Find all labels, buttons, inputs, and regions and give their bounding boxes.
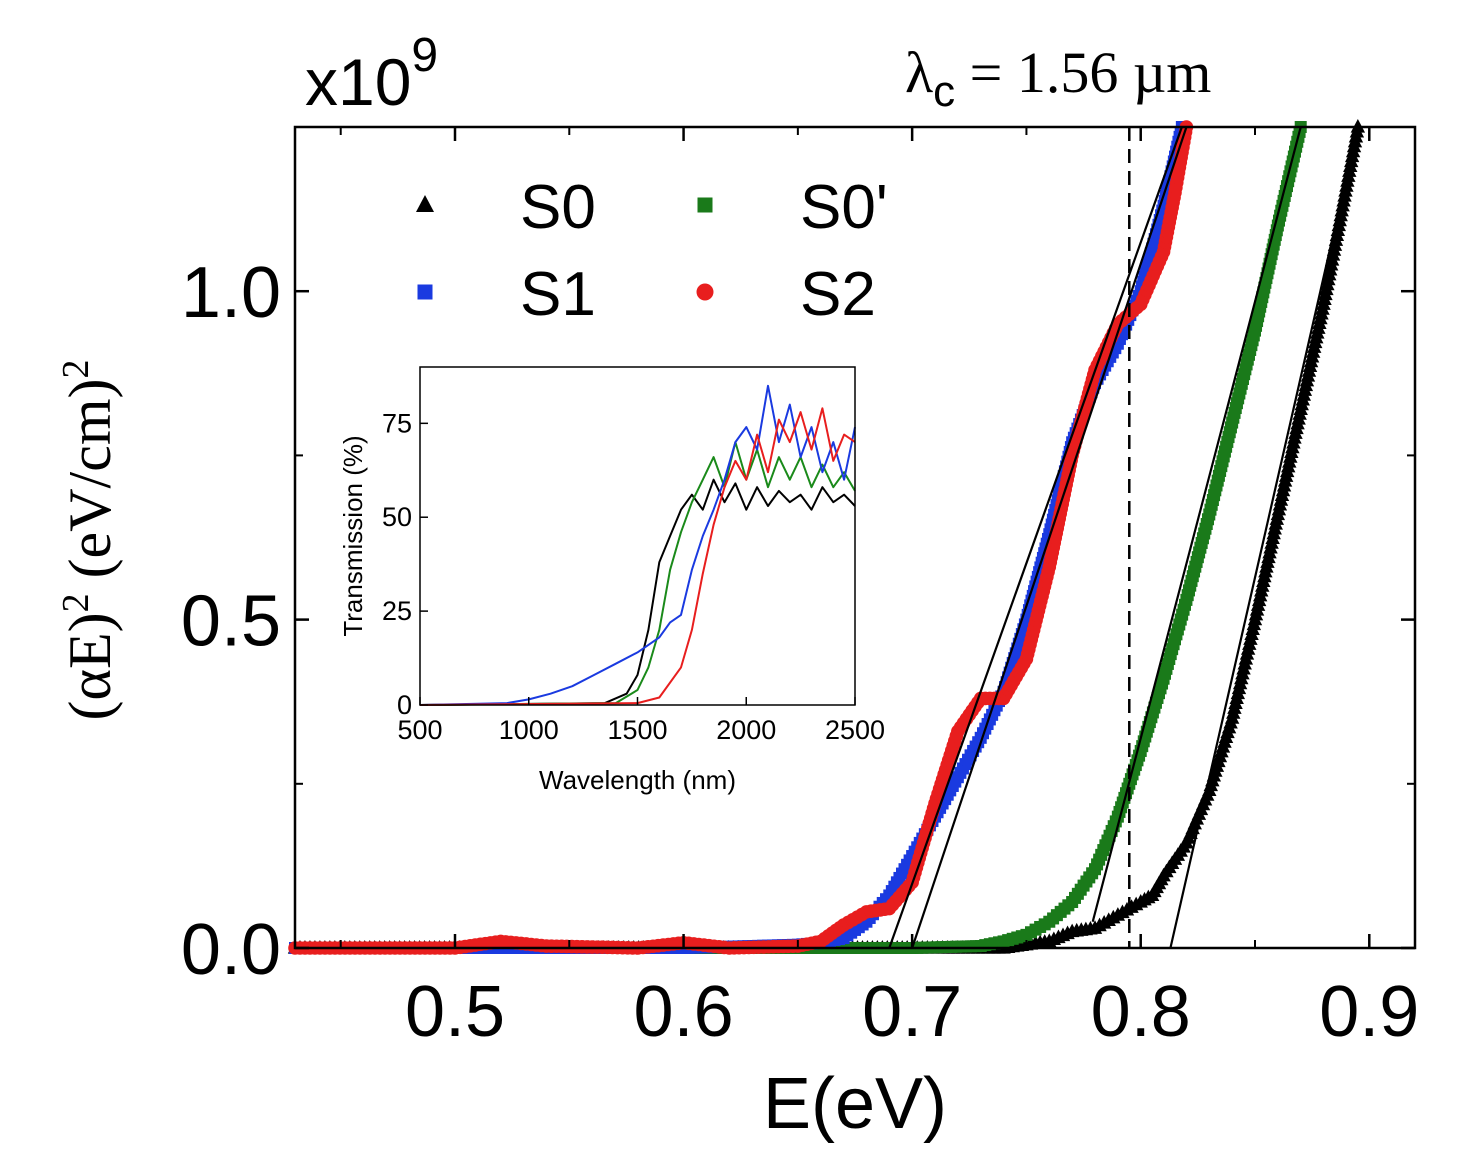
inset-x-tick-label: 2500 [825, 715, 885, 745]
y-tick-label: 0.5 [181, 582, 281, 662]
inset-x-tick-label: 2000 [716, 715, 776, 745]
multiplier-base: x10 [305, 45, 411, 119]
inset-x-tick-label: 1000 [499, 715, 559, 745]
x-tick-label: 0.5 [405, 972, 505, 1052]
y-axis-multiplier: x109 [305, 29, 438, 119]
inset-line-s2 [419, 407, 856, 706]
legend-label-s0p: S0' [800, 173, 888, 242]
legend-marker-s1 [417, 284, 433, 300]
inset-line-s0 [419, 478, 856, 706]
inset-line-s1 [419, 384, 856, 706]
x-tick-label: 0.7 [862, 972, 962, 1052]
y-tick-label: 1.0 [181, 253, 281, 333]
lambda-subscript: c [933, 67, 955, 116]
inset-y-axis-label: Transmission (%) [338, 435, 368, 636]
y-label-unit: (eV/cm) [57, 379, 123, 594]
fit-line-s0 [1169, 126, 1359, 949]
lambda-symbol: λ [905, 40, 933, 105]
inset-background [420, 367, 855, 705]
multiplier-exponent: 9 [411, 29, 438, 82]
lambda-c-annotation: λc = 1.56 µm [905, 40, 1211, 116]
inset-chart: 500 1000 1500 2000 2500 0 25 50 75 Wavelength (n… [338, 366, 885, 795]
x-tick-label: 0.6 [634, 972, 734, 1052]
x-tick-label: 0.8 [1091, 972, 1191, 1052]
fit-line-s1 [888, 126, 1183, 949]
fit-line-s2 [911, 126, 1188, 949]
y-axis-label: (αE)2 (eV/cm)2 [55, 360, 123, 721]
y-label-sup2: 2 [55, 360, 97, 379]
y-tick-label: 0.0 [181, 910, 281, 990]
inset-y-tick-label: 25 [382, 596, 412, 626]
y-label-main: (αE) [57, 612, 123, 720]
inset-x-axis-label: Wavelength (nm) [539, 765, 736, 795]
inset-y-tick-label: 75 [382, 408, 412, 438]
fit-line-s0p [1091, 126, 1302, 923]
inset-y-tick-label: 50 [382, 502, 412, 532]
fit-lines [888, 126, 1359, 949]
legend-marker-s2 [696, 283, 714, 301]
inset-x-tick-label: 1500 [607, 715, 667, 745]
y-label-sup1: 2 [55, 593, 97, 612]
legend-label-s0: S0 [520, 173, 596, 242]
legend-marker-s0 [416, 195, 434, 212]
inset-y-tick-label: 0 [397, 690, 412, 720]
inset-series-layer [419, 384, 856, 706]
legend-label-s1: S1 [520, 260, 596, 329]
inset-x-tick-label: 500 [397, 715, 442, 745]
main-plot-frame [293, 125, 1417, 950]
lambda-value: = 1.56 µm [955, 40, 1211, 105]
inset-axis-ticks: 500 1000 1500 2000 2500 0 25 50 75 [382, 408, 885, 745]
legend: S0 S0' S1 S2 [416, 173, 888, 329]
legend-label-s2: S2 [800, 260, 876, 329]
legend-marker-s0p [697, 197, 713, 213]
x-axis-label: E(eV) [763, 1064, 947, 1144]
main-axis-ticks: 0.5 0.6 0.7 0.8 0.9 0.0 0.5 1.0 [181, 127, 1419, 1052]
x-tick-label: 0.9 [1319, 972, 1419, 1052]
